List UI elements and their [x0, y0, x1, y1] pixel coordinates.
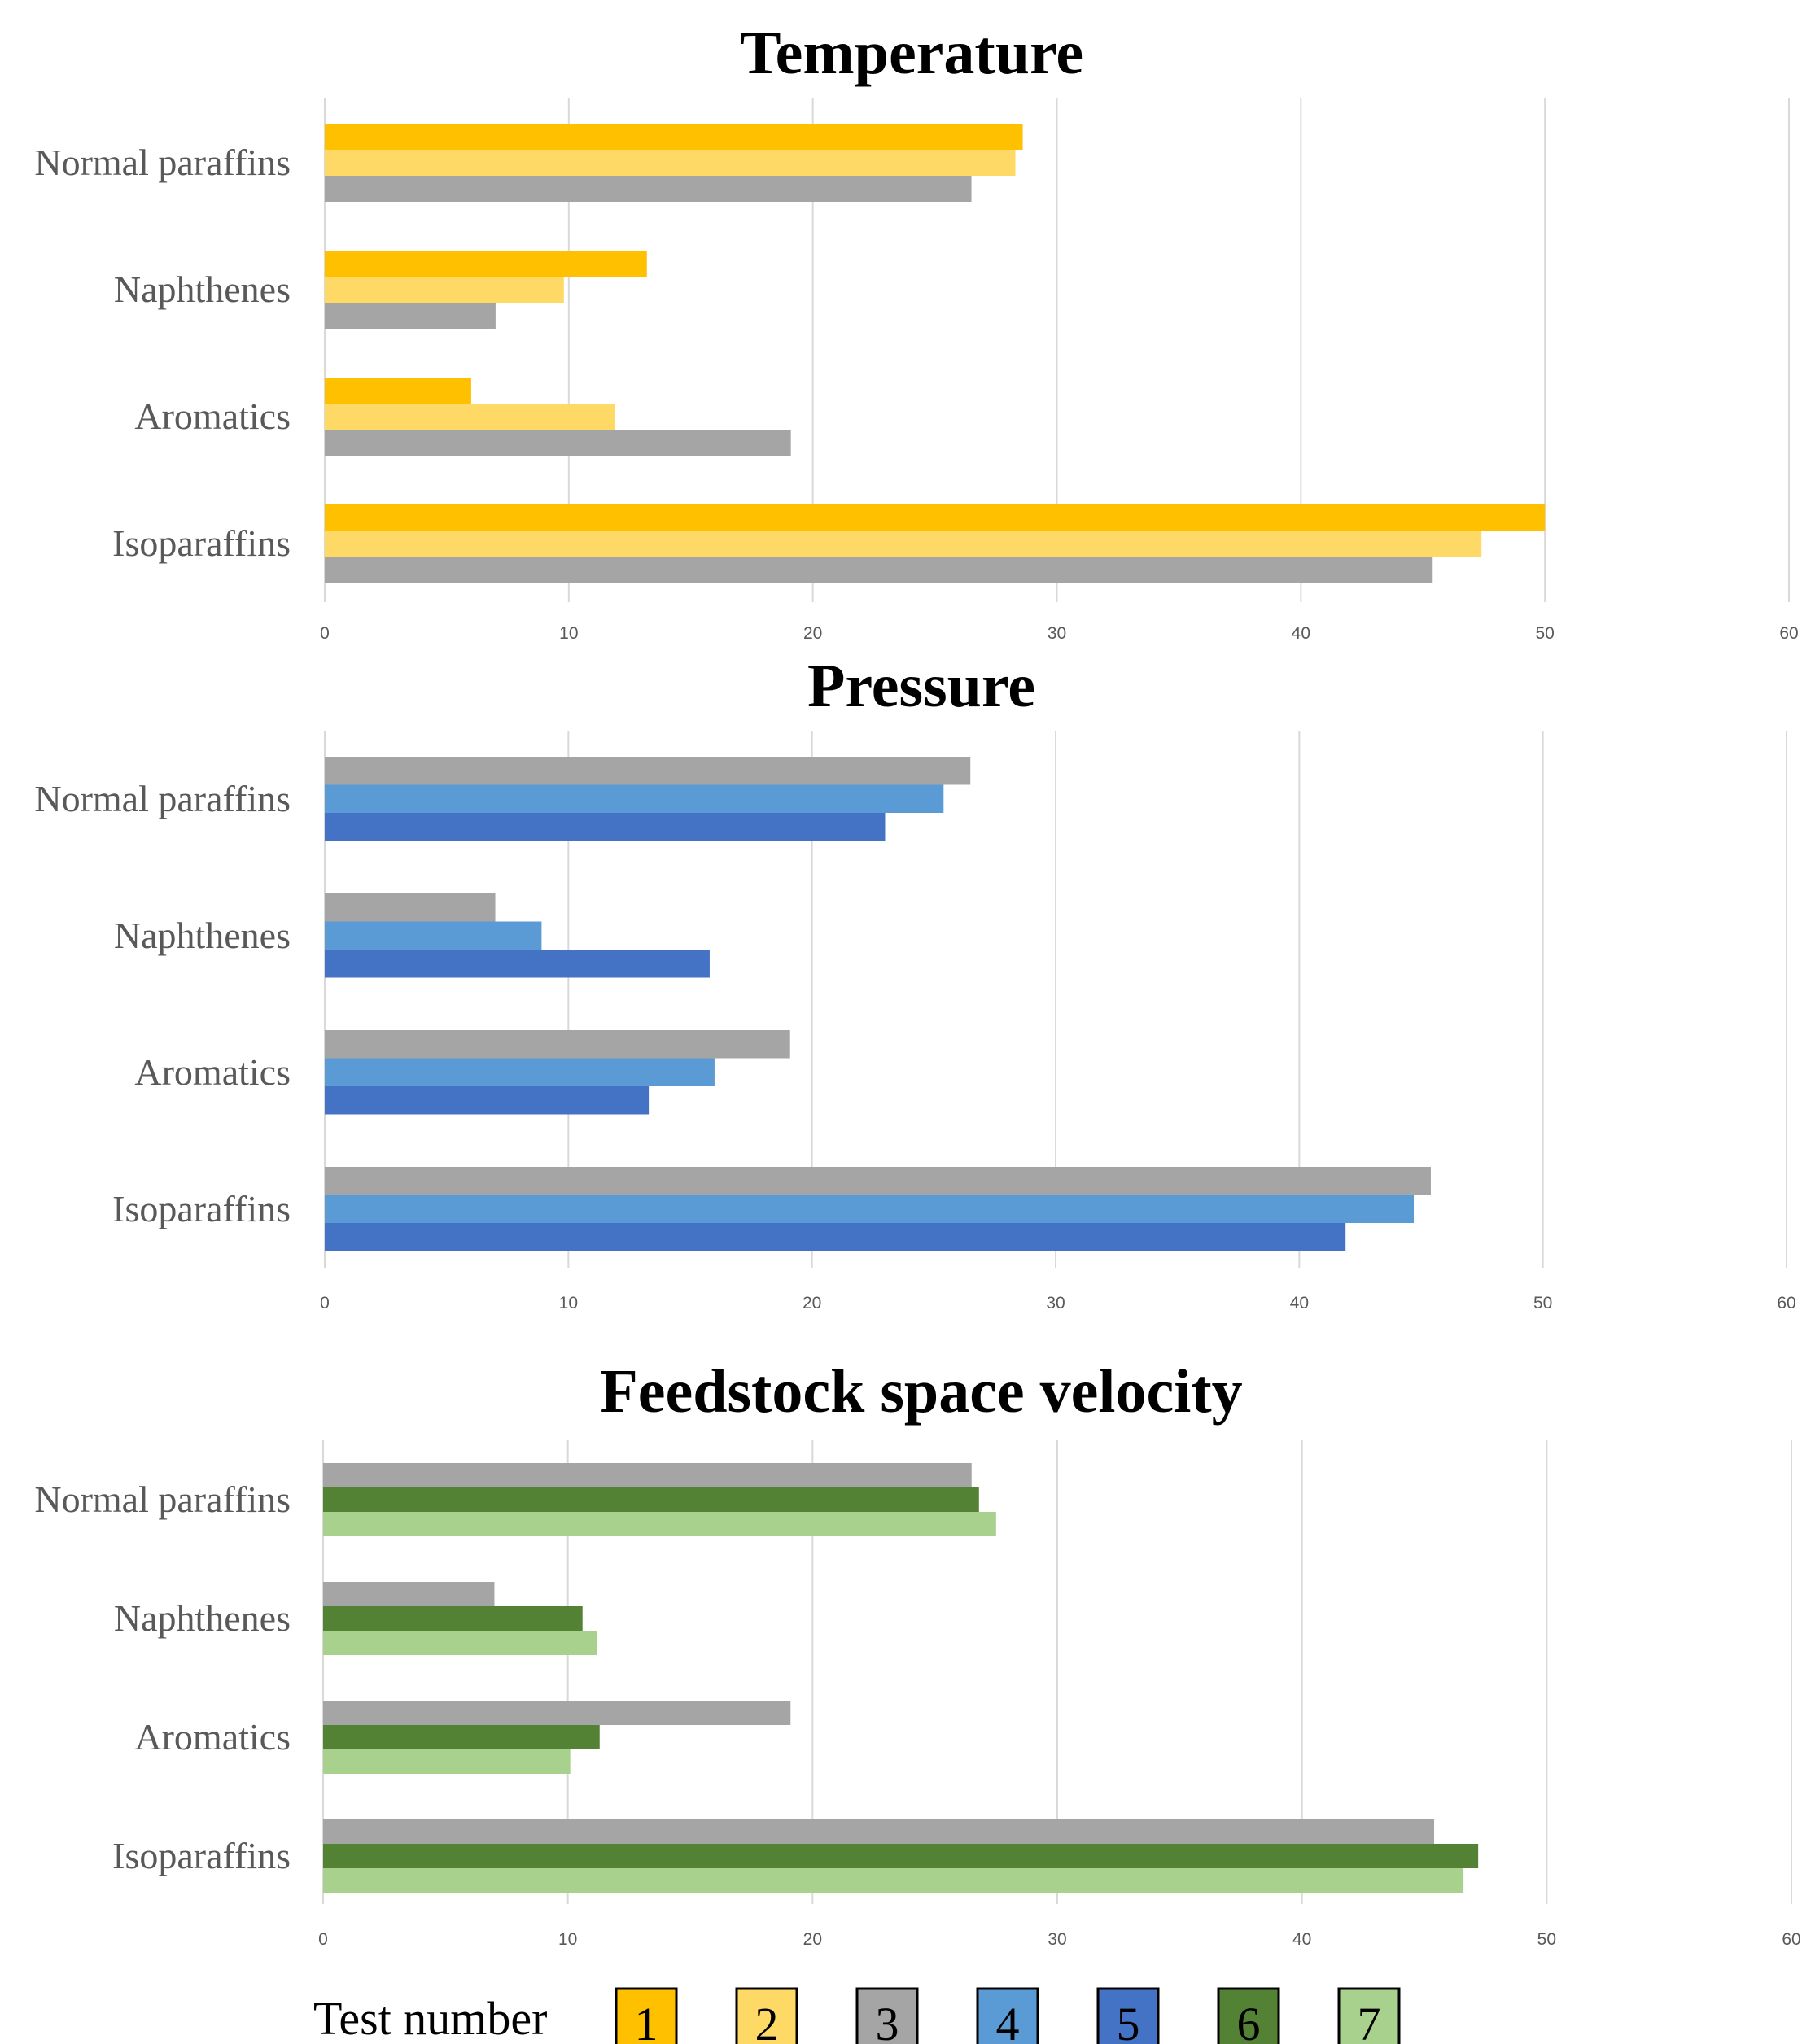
x-tick-label: 50 — [1535, 624, 1554, 643]
x-tick-label: 10 — [558, 1930, 577, 1949]
bar — [325, 1030, 790, 1059]
legend-label: 4 — [996, 1998, 1020, 2044]
legend-swatch — [1096, 1987, 1160, 2044]
category-label: Aromatics — [134, 1716, 291, 1758]
x-tick-label: 10 — [559, 1294, 578, 1312]
legend-label: 3 — [876, 1998, 899, 2044]
category-label: Isoparaffins — [112, 522, 291, 564]
x-tick-label: 30 — [1048, 624, 1066, 643]
x-tick-label: 0 — [320, 1294, 330, 1312]
bar — [325, 1058, 715, 1086]
bar — [323, 1749, 571, 1774]
x-tick-label: 0 — [318, 1930, 328, 1949]
legend-title: Test number — [313, 1992, 547, 2044]
bar — [325, 404, 615, 430]
bar — [325, 1223, 1346, 1251]
bar — [325, 430, 791, 456]
bar — [325, 784, 944, 813]
chart-title: Pressure — [807, 652, 1035, 720]
bar — [325, 251, 647, 277]
bar — [325, 176, 972, 202]
bar — [325, 303, 496, 329]
legend-swatch — [735, 1987, 798, 2044]
category-label: Isoparaffins — [112, 1188, 291, 1229]
x-tick-label: 30 — [1048, 1930, 1066, 1949]
category-label: Normal paraffins — [34, 1478, 291, 1520]
bar — [325, 1086, 650, 1115]
x-tick-label: 20 — [803, 1930, 822, 1949]
legend-label: 6 — [1237, 1998, 1261, 2044]
x-tick-label: 50 — [1537, 1930, 1556, 1949]
category-label: Naphthenes — [114, 915, 291, 956]
legend-label: 5 — [1117, 1998, 1140, 2044]
category-label: Aromatics — [134, 395, 291, 437]
chart-title: Feedstock space velocity — [600, 1357, 1242, 1426]
x-tick-label: 60 — [1782, 1930, 1800, 1949]
legend-label: 2 — [755, 1998, 779, 2044]
bar — [325, 124, 1023, 150]
legend-swatch — [1217, 1987, 1280, 2044]
legend-swatch — [855, 1987, 919, 2044]
bar — [323, 1582, 495, 1606]
bar — [325, 378, 471, 404]
bar — [325, 893, 496, 922]
bar — [323, 1606, 583, 1631]
x-tick-label: 40 — [1292, 1930, 1311, 1949]
bar — [325, 504, 1546, 531]
x-tick-label: 20 — [803, 1294, 821, 1312]
x-tick-label: 60 — [1777, 1294, 1795, 1312]
bar — [323, 1819, 1435, 1844]
x-tick-label: 40 — [1290, 1294, 1309, 1312]
bar — [325, 1167, 1431, 1195]
bar — [325, 950, 710, 978]
bar — [323, 1725, 600, 1749]
bar — [323, 1701, 791, 1725]
bar — [325, 757, 971, 785]
bar — [325, 150, 1016, 176]
x-tick-label: 30 — [1046, 1294, 1065, 1312]
category-label: Naphthenes — [114, 269, 291, 310]
bar — [325, 921, 542, 950]
x-tick-label: 50 — [1533, 1294, 1552, 1312]
category-label: Normal paraffins — [34, 778, 291, 819]
bar — [323, 1512, 996, 1536]
bar — [323, 1868, 1464, 1893]
bar — [325, 277, 564, 303]
legend-swatch — [615, 1987, 678, 2044]
category-label: Isoparaffins — [112, 1835, 291, 1876]
chart-title: Temperature — [740, 19, 1083, 87]
category-label: Naphthenes — [114, 1597, 291, 1639]
bar — [325, 1195, 1415, 1223]
legend-swatch — [976, 1987, 1039, 2044]
legend-label: 1 — [635, 1998, 658, 2044]
bar — [323, 1844, 1479, 1868]
bar — [323, 1631, 597, 1655]
x-tick-label: 20 — [803, 624, 822, 643]
category-label: Aromatics — [134, 1051, 291, 1093]
bar — [325, 813, 886, 841]
category-label: Normal paraffins — [34, 142, 291, 183]
bar — [325, 531, 1482, 557]
x-tick-label: 10 — [559, 624, 578, 643]
x-tick-label: 40 — [1292, 624, 1310, 643]
bar — [323, 1463, 972, 1487]
x-tick-label: 0 — [320, 624, 330, 643]
bar — [323, 1487, 979, 1512]
legend-swatch — [1337, 1987, 1401, 2044]
legend-label: 7 — [1358, 1998, 1381, 2044]
bar — [325, 557, 1433, 583]
x-tick-label: 60 — [1779, 624, 1798, 643]
